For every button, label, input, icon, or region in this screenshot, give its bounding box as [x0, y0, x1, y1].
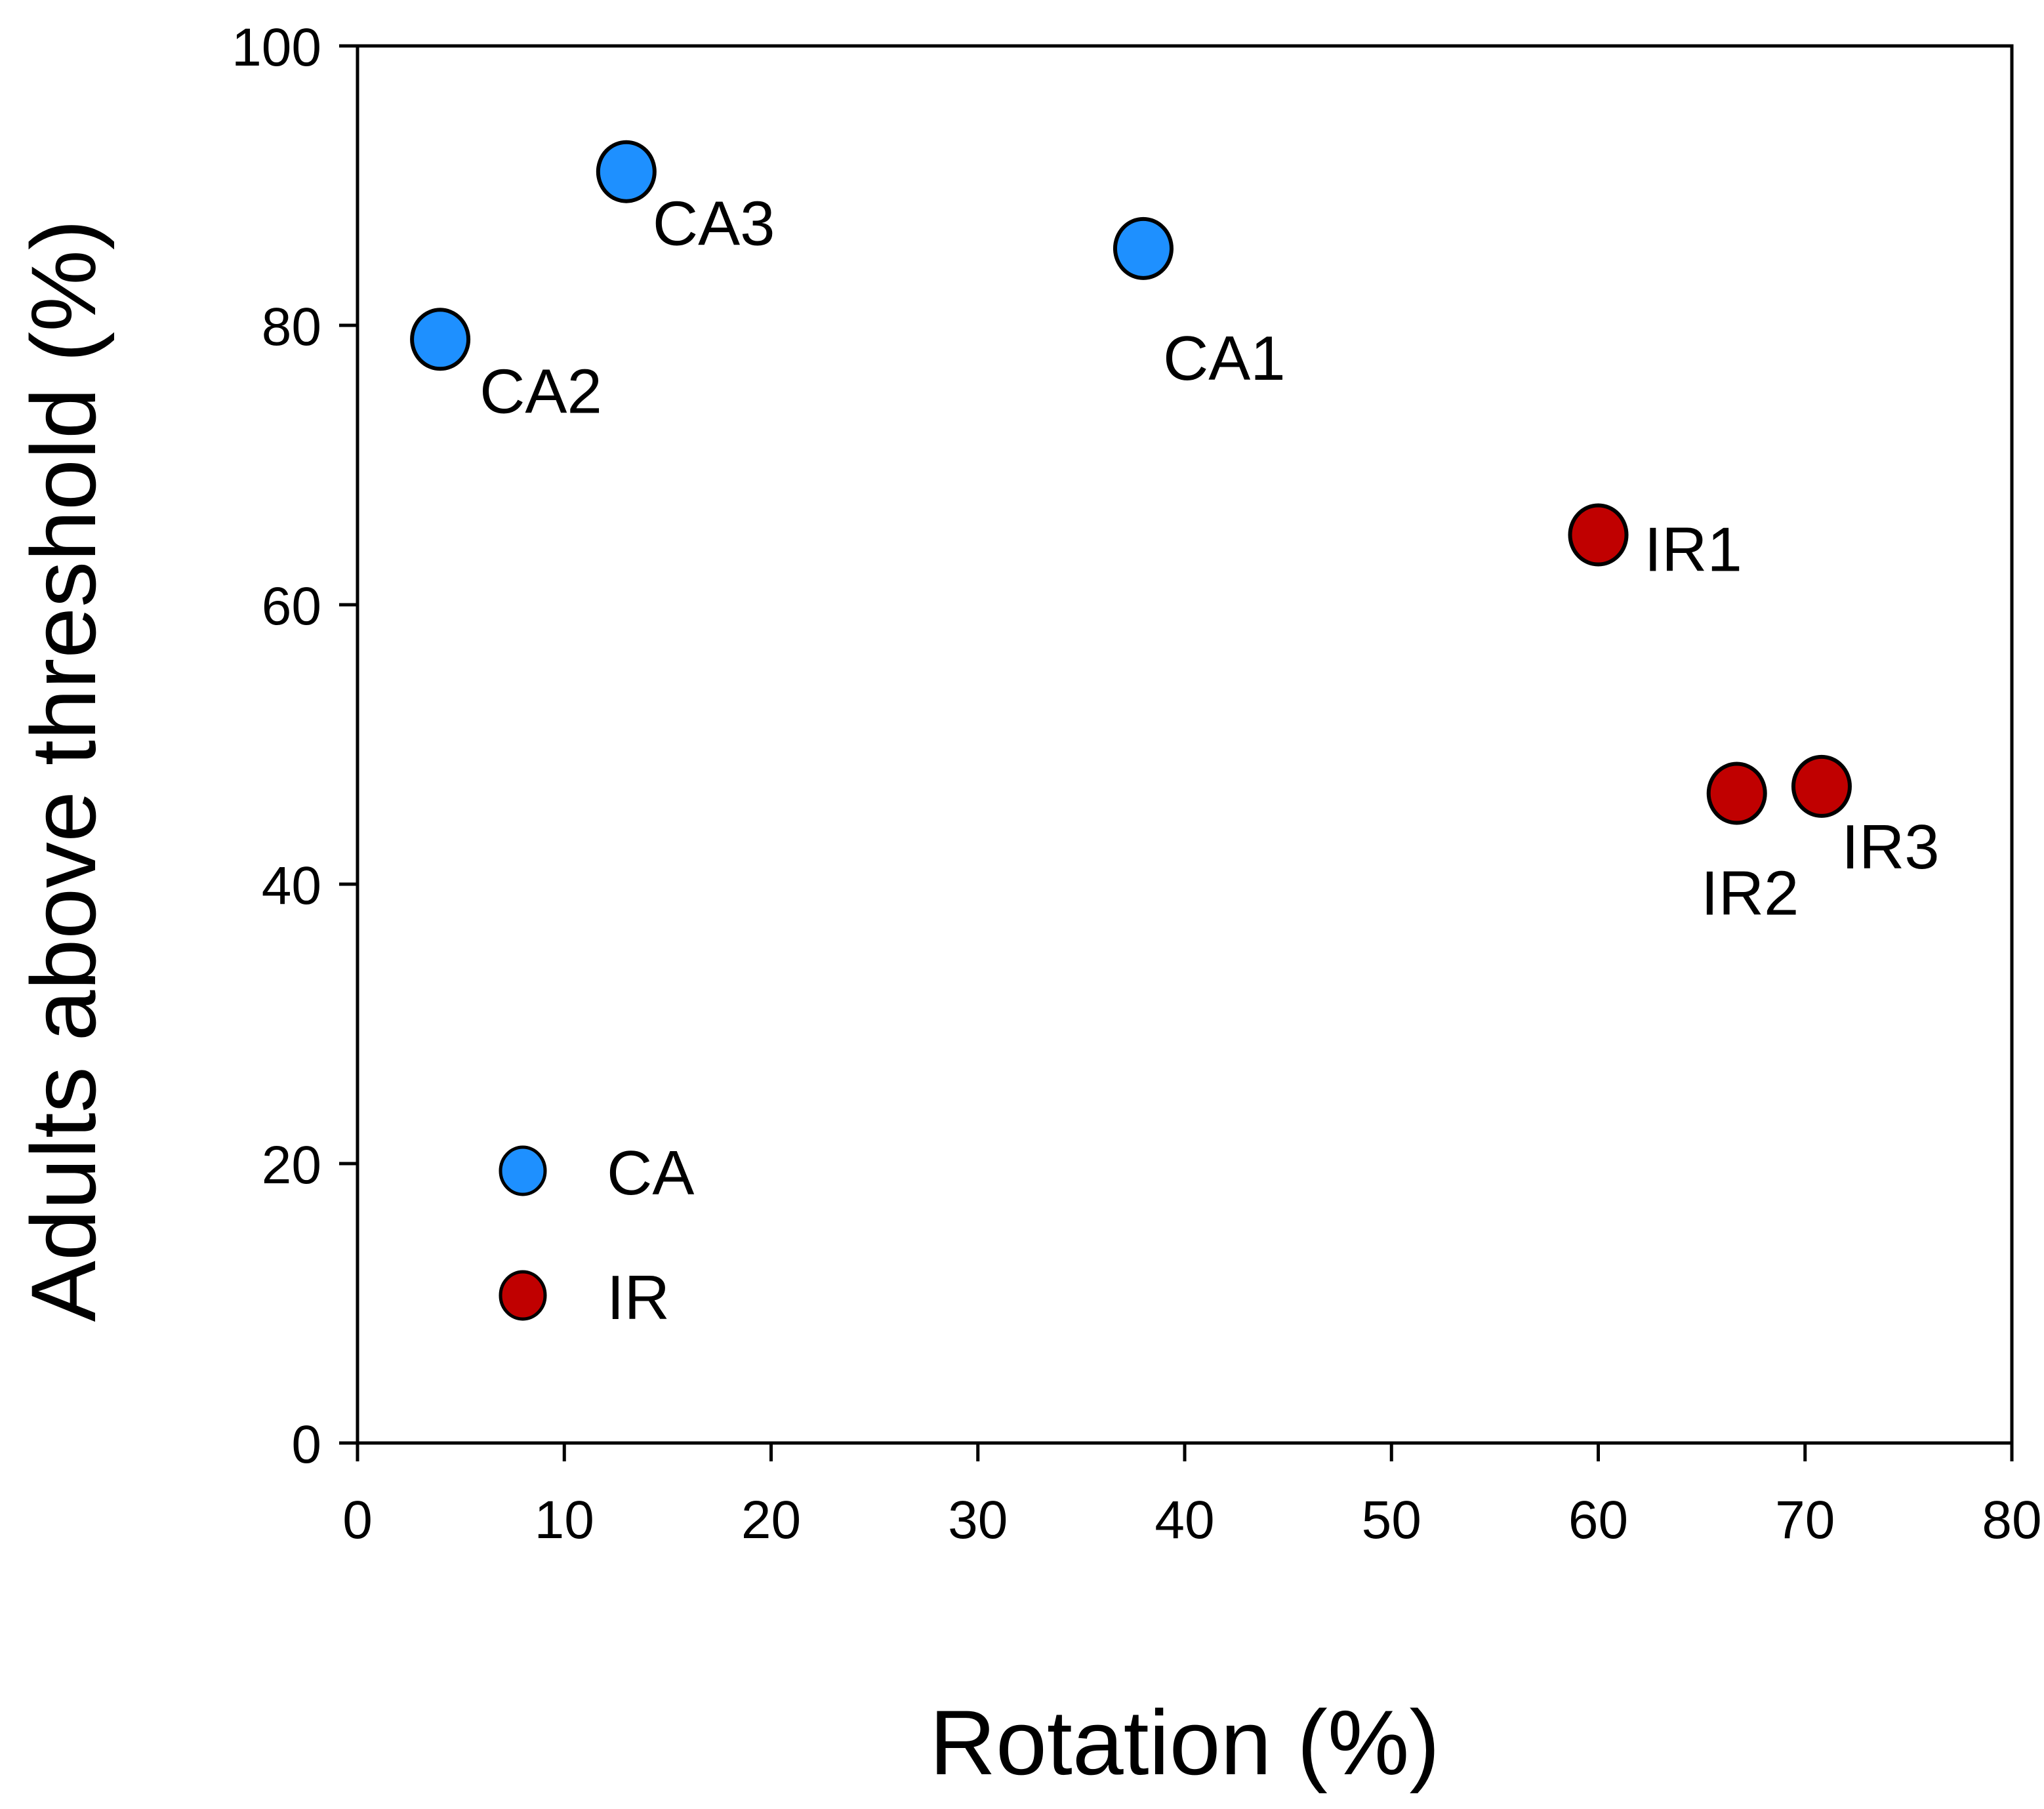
x-tick-label-8: 80: [1982, 1490, 2041, 1550]
y-tick-label-0: 0: [291, 1415, 321, 1474]
point-label-ir3: IR3: [1841, 812, 1939, 882]
point-ir3: [1791, 754, 1852, 818]
legend-label-ca: CA: [607, 1138, 694, 1208]
axes: [356, 44, 2014, 1445]
legend: CA IR: [499, 1138, 694, 1333]
tick-marks: 0 10 20 30 40 50 60 70 80 0 20 40 60 80 100: [232, 18, 2041, 1550]
x-tick-label-5: 50: [1362, 1490, 1421, 1550]
point-ir2: [1706, 762, 1767, 825]
point-label-ca3: CA3: [653, 189, 775, 259]
y-tick-label-4: 80: [262, 297, 321, 357]
point-ca3: [596, 140, 657, 203]
x-axis-title: Rotation (%): [930, 1691, 1440, 1794]
y-tick-label-5: 100: [232, 18, 321, 77]
point-label-ir2: IR2: [1701, 859, 1799, 929]
point-ca1: [1113, 216, 1174, 280]
x-tick-label-2: 20: [741, 1490, 801, 1550]
point-label-ca1: CA1: [1163, 323, 1286, 394]
y-tick-label-1: 20: [262, 1135, 321, 1195]
x-tick-label-0: 0: [342, 1490, 373, 1550]
y-axis-title: Adults above threshold (%): [12, 220, 115, 1322]
x-tick-label-3: 30: [948, 1490, 1008, 1550]
x-tick-label-7: 70: [1775, 1490, 1835, 1550]
plot-frame: [356, 44, 2014, 1445]
x-tick-label-1: 10: [535, 1490, 594, 1550]
data-points: CA1 CA2 CA3 IR1 IR2 IR3: [410, 140, 1940, 929]
x-tick-label-4: 40: [1155, 1490, 1214, 1550]
point-ca2: [410, 308, 471, 371]
y-tick-label-2: 40: [262, 856, 321, 916]
point-label-ca2: CA2: [480, 356, 602, 426]
legend-marker-ca: [499, 1145, 547, 1196]
x-tick-label-6: 60: [1568, 1490, 1628, 1550]
y-tick-label-3: 60: [262, 577, 321, 636]
point-label-ir1: IR1: [1645, 515, 1742, 585]
point-ir1: [1568, 503, 1629, 567]
legend-marker-ir: [499, 1270, 547, 1321]
legend-label-ir: IR: [607, 1263, 670, 1333]
